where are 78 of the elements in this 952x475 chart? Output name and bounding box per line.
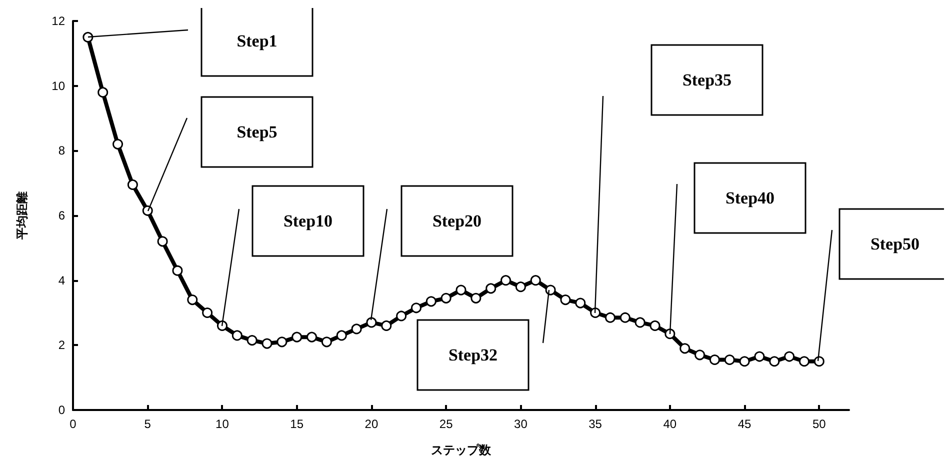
point [410,302,422,314]
point [276,336,288,348]
annotation: Step32 [448,346,498,364]
point [396,310,407,322]
point [321,336,332,348]
point [620,312,630,323]
y-tick-label: 8 [58,144,66,158]
point [470,292,482,304]
x-tick-label: 0 [70,417,77,431]
y-tick-label: 2 [58,338,66,352]
annotation: Step40 [725,188,775,208]
point [545,284,556,296]
point [232,330,242,341]
point [769,356,780,367]
x-tick-label: 30 [514,417,528,431]
point [262,338,272,349]
point [798,356,810,367]
point [142,205,153,216]
x-tick-label: 10 [216,417,230,431]
point [366,317,377,328]
point [814,356,824,367]
point [157,236,168,247]
y-tick-label: 12 [52,14,66,28]
point [292,332,302,342]
x-tick-label: 25 [439,417,454,431]
point [604,312,616,323]
point [724,354,735,365]
point [246,335,258,346]
point [98,87,108,98]
point [530,275,541,286]
text: Step50 [870,234,920,254]
point [426,296,436,307]
point [784,351,795,362]
annotation: Step10 [283,212,333,230]
point [381,320,392,331]
point [456,284,466,296]
x-tick-label: 5 [144,417,152,431]
point [634,317,646,328]
point [754,351,765,362]
x-tick-label: 50 [812,417,826,431]
point [112,138,124,150]
point [709,354,720,365]
point [694,350,706,360]
x-tick-label: 20 [364,417,378,431]
point [336,330,347,341]
annotation: Step1 [236,32,278,50]
point [664,328,676,340]
point [680,343,690,354]
point [82,32,94,42]
x-axis-title: ステップ数 [431,443,492,457]
y-tick-label: 6 [58,208,66,222]
point [306,332,318,342]
y-tick-label: 10 [52,78,66,93]
point [575,298,586,308]
point [202,308,213,318]
point [486,283,496,294]
x-tick-label: 45 [738,417,752,431]
point [127,179,138,190]
point [650,320,660,331]
y-axis-title: 平均距離 [15,192,29,240]
annotation: Step20 [432,212,482,230]
x-tick-label: 35 [588,417,602,431]
annotation: Step5 [236,122,278,142]
point [187,294,198,306]
point [172,265,183,276]
annotation: Step35 [682,70,732,90]
point [440,292,452,304]
x-tick-label: 15 [290,417,304,431]
point [351,324,362,334]
point [739,356,750,367]
y-tick-label: 4 [58,273,66,288]
x-tick-label: 40 [663,417,677,431]
point [560,294,571,306]
point [515,282,526,292]
point [500,275,512,286]
point [590,308,601,318]
y-tick-label: 0 [58,403,66,417]
point [216,320,228,331]
